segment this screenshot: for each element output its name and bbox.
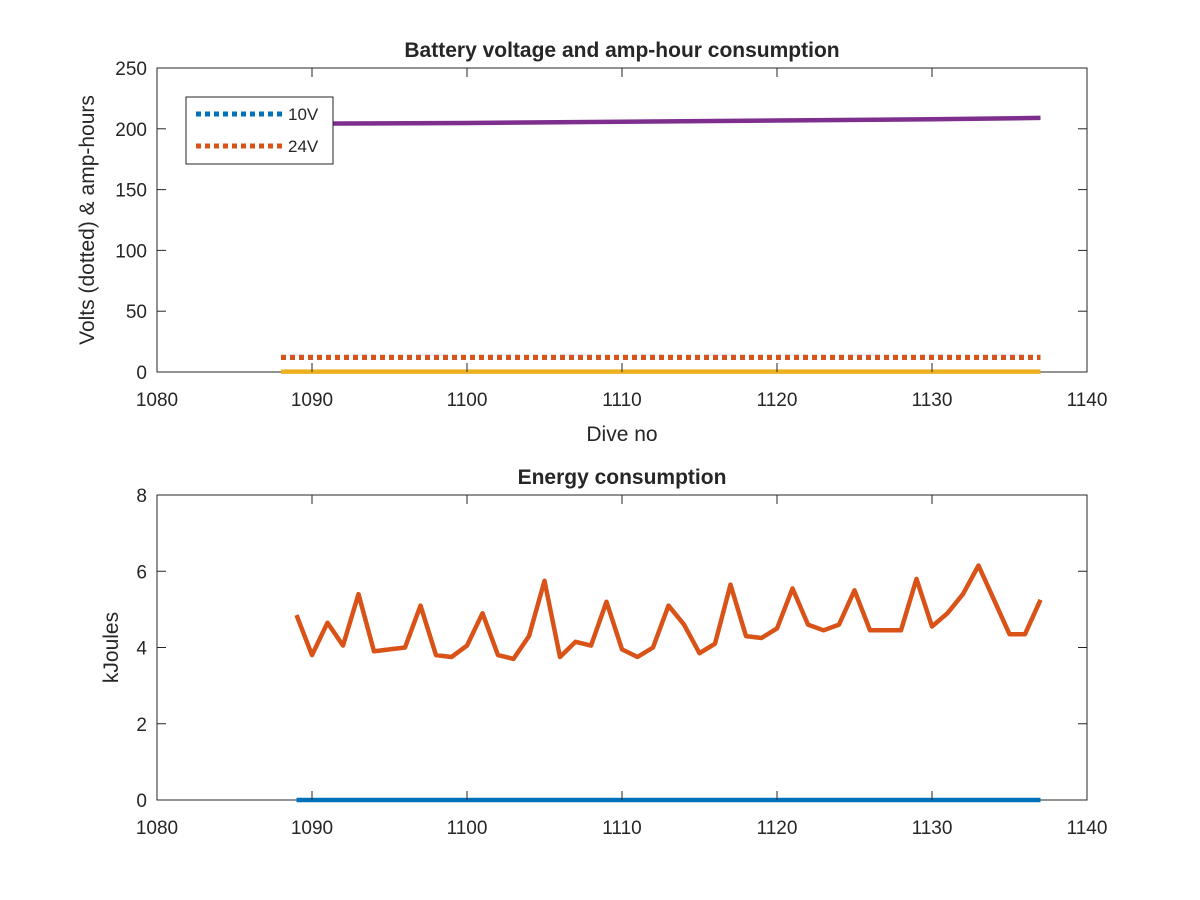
energy-ticks-layer: 1080 1090 1100 1110 1120 1130 1140 0 2 4 6 8	[136, 486, 1108, 839]
voltage-y-tick-label: 50	[126, 302, 147, 323]
energy-x-tick-label: 1120	[757, 818, 798, 839]
voltage-x-tick-label: 1100	[447, 390, 488, 411]
voltage-y-tick-label: 250	[115, 59, 147, 80]
legend-label-10v: 10V	[288, 105, 319, 124]
energy-y-axis-label: kJoules	[100, 612, 123, 683]
voltage-series-layer	[280, 115, 1041, 374]
voltage-legend: 10V 24V	[185, 96, 334, 165]
voltage-x-tick-label: 1140	[1067, 390, 1108, 411]
voltage-x-tick-label: 1080	[136, 390, 178, 411]
energy-chart-title: Energy consumption	[518, 466, 727, 489]
energy-y-tick-label: 4	[136, 639, 147, 660]
legend-box	[185, 96, 334, 165]
voltage-x-tick-label: 1120	[757, 390, 798, 411]
energy-x-tick-label: 1090	[291, 818, 333, 839]
voltage-x-tick-label: 1090	[291, 390, 333, 411]
legend-label-24v: 24V	[288, 137, 319, 156]
voltage-x-axis-label: Dive no	[586, 423, 657, 446]
voltage-y-tick-label: 150	[115, 181, 147, 202]
energy-plot: 1080 1090 1100 1110 1120 1130 1140 0 2 4 6 8 Energy…	[100, 466, 1107, 839]
voltage-y-axis-label: Volts (dotted) & amp-hours	[76, 95, 99, 345]
energy-y-tick-label: 0	[136, 791, 147, 812]
energy-y-tick-label: 6	[136, 562, 147, 583]
energy-series-layer	[294, 563, 1043, 803]
voltage-x-tick-label: 1130	[912, 390, 953, 411]
energy-series-line-1	[294, 563, 1043, 662]
energy-x-tick-label: 1110	[602, 818, 641, 839]
energy-x-tick-label: 1100	[447, 818, 488, 839]
energy-x-tick-label: 1130	[912, 818, 953, 839]
voltage-ticks-layer: 1080 1090 1100 1110 1120 1130 1140 0 50 100 150 200…	[115, 59, 1107, 411]
energy-y-tick-label: 8	[136, 486, 147, 507]
voltage-y-tick-label: 100	[115, 241, 147, 262]
voltage-y-tick-label: 0	[136, 363, 147, 384]
voltage-chart-title: Battery voltage and amp-hour consumption	[404, 39, 839, 62]
energy-y-tick-label: 2	[136, 715, 147, 736]
voltage-amphour-plot: 1080 1090 1100 1110 1120 1130 1140 0 50 100 150 200…	[76, 39, 1107, 446]
energy-x-tick-label: 1080	[136, 818, 178, 839]
voltage-x-tick-label: 1110	[602, 390, 641, 411]
energy-x-tick-label: 1140	[1067, 818, 1108, 839]
voltage-y-tick-label: 200	[115, 120, 147, 141]
